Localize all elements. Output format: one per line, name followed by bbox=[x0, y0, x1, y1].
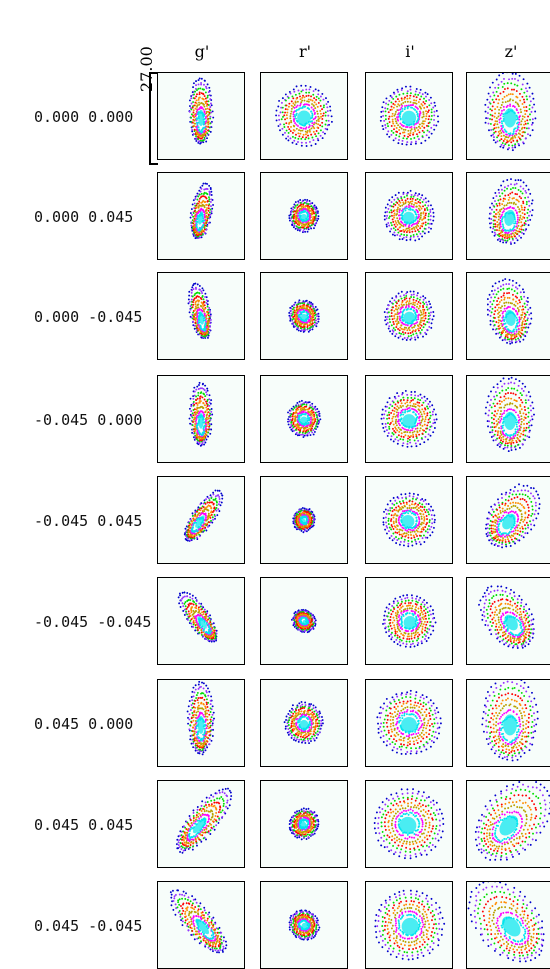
spot-panel-r6-c1 bbox=[260, 679, 348, 767]
spot-panel-r8-c2 bbox=[365, 881, 453, 969]
spot-diagram bbox=[158, 477, 244, 563]
spot-diagram bbox=[261, 173, 347, 259]
spot-diagram bbox=[467, 273, 550, 359]
spot-panel-r5-c3 bbox=[466, 577, 550, 665]
spot-panel-r6-c3 bbox=[466, 679, 550, 767]
spot-panel-r1-c0 bbox=[157, 172, 245, 260]
spot-panel-r2-c1 bbox=[260, 272, 348, 360]
spot-panel-r3-c0 bbox=[157, 375, 245, 463]
spot-panel-r8-c0 bbox=[157, 881, 245, 969]
spot-diagram bbox=[158, 882, 244, 968]
spot-panel-r3-c1 bbox=[260, 375, 348, 463]
spot-diagram bbox=[467, 882, 550, 968]
spot-panel-r7-c0 bbox=[157, 780, 245, 868]
row-label-7: 0.045 0.045 bbox=[0, 816, 155, 834]
spot-panel-r7-c2 bbox=[365, 780, 453, 868]
spot-panel-r1-c3 bbox=[466, 172, 550, 260]
spot-diagram bbox=[261, 376, 347, 462]
spot-diagram bbox=[158, 781, 244, 867]
spot-diagram bbox=[467, 781, 550, 867]
spot-panel-r8-c1 bbox=[260, 881, 348, 969]
spot-diagram bbox=[467, 376, 550, 462]
spot-panel-r0-c3 bbox=[466, 72, 550, 160]
spot-panel-r3-c3 bbox=[466, 375, 550, 463]
spot-diagram bbox=[261, 273, 347, 359]
spot-diagram bbox=[366, 477, 452, 563]
row-label-8: 0.045 -0.045 bbox=[0, 917, 155, 935]
scale-tick-bottom bbox=[149, 163, 158, 165]
row-label-2: 0.000 -0.045 bbox=[0, 308, 155, 326]
spot-panel-r3-c2 bbox=[365, 375, 453, 463]
spot-panel-r0-c0 bbox=[157, 72, 245, 160]
spot-diagram bbox=[467, 680, 550, 766]
spot-diagram bbox=[366, 882, 452, 968]
spot-diagram bbox=[158, 680, 244, 766]
row-label-0: 0.000 0.000 bbox=[0, 108, 155, 126]
spot-diagram bbox=[366, 578, 452, 664]
spot-diagram bbox=[158, 173, 244, 259]
spot-panel-r4-c3 bbox=[466, 476, 550, 564]
spot-diagram bbox=[158, 73, 244, 159]
spot-panel-r5-c0 bbox=[157, 577, 245, 665]
spot-panel-r4-c0 bbox=[157, 476, 245, 564]
spot-diagram bbox=[366, 73, 452, 159]
spot-panel-r2-c3 bbox=[466, 272, 550, 360]
spot-panel-r4-c2 bbox=[365, 476, 453, 564]
spot-panel-r1-c2 bbox=[365, 172, 453, 260]
spot-diagram bbox=[366, 680, 452, 766]
spot-panel-r6-c0 bbox=[157, 679, 245, 767]
spot-diagram bbox=[366, 173, 452, 259]
column-header-0: g' bbox=[157, 42, 247, 61]
spot-diagram bbox=[467, 73, 550, 159]
spot-diagram bbox=[261, 477, 347, 563]
row-label-4: -0.045 0.045 bbox=[0, 512, 155, 530]
spot-panel-r2-c2 bbox=[365, 272, 453, 360]
spot-panel-r8-c3 bbox=[466, 881, 550, 969]
spot-diagram bbox=[261, 781, 347, 867]
spot-diagram bbox=[261, 882, 347, 968]
spot-diagram bbox=[158, 376, 244, 462]
spot-panel-r7-c3 bbox=[466, 780, 550, 868]
row-label-5: -0.045 -0.045 bbox=[0, 613, 155, 631]
column-header-3: z' bbox=[466, 42, 550, 61]
spot-panel-r0-c2 bbox=[365, 72, 453, 160]
row-label-1: 0.000 0.045 bbox=[0, 208, 155, 226]
spot-diagram bbox=[261, 73, 347, 159]
spot-panel-r2-c0 bbox=[157, 272, 245, 360]
spot-panel-r6-c2 bbox=[365, 679, 453, 767]
scale-label: 27.00 bbox=[137, 46, 156, 92]
column-header-1: r' bbox=[260, 42, 350, 61]
row-label-6: 0.045 0.000 bbox=[0, 715, 155, 733]
column-header-2: i' bbox=[365, 42, 455, 61]
spot-panel-r7-c1 bbox=[260, 780, 348, 868]
spot-diagram bbox=[467, 477, 550, 563]
spot-panel-r0-c1 bbox=[260, 72, 348, 160]
spot-panel-r1-c1 bbox=[260, 172, 348, 260]
spot-diagram bbox=[261, 680, 347, 766]
spot-panel-r5-c2 bbox=[365, 577, 453, 665]
spot-diagram bbox=[158, 273, 244, 359]
spot-diagram bbox=[158, 578, 244, 664]
spot-diagram bbox=[467, 578, 550, 664]
spot-panel-r4-c1 bbox=[260, 476, 348, 564]
spot-diagram bbox=[366, 781, 452, 867]
spot-diagram bbox=[366, 376, 452, 462]
spot-diagram bbox=[366, 273, 452, 359]
row-label-3: -0.045 0.000 bbox=[0, 411, 155, 429]
spot-diagram bbox=[467, 173, 550, 259]
spot-diagram bbox=[261, 578, 347, 664]
spot-panel-r5-c1 bbox=[260, 577, 348, 665]
